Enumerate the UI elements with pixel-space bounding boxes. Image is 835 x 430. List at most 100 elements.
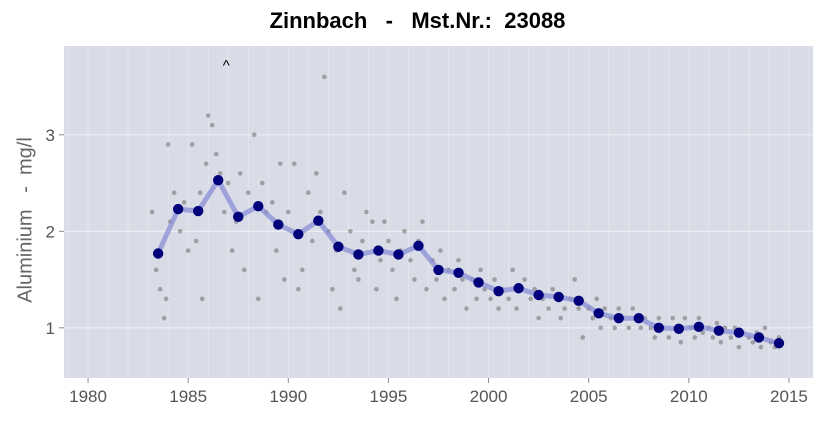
x-tick-label: 1985 — [169, 387, 207, 406]
mean-point — [253, 201, 264, 212]
sample-point — [572, 277, 577, 282]
sample-point — [217, 171, 223, 176]
y-tick-label: 2 — [46, 222, 55, 241]
sample-point — [370, 219, 375, 224]
mean-point — [373, 245, 384, 256]
sample-point — [378, 257, 383, 263]
mean-point — [473, 277, 484, 288]
sample-point — [630, 306, 636, 311]
mean-point — [433, 264, 444, 276]
sample-point — [356, 277, 361, 282]
mean-point — [313, 215, 324, 226]
sample-point — [456, 257, 461, 263]
sample-point — [718, 339, 724, 345]
x-tick-label: 1990 — [269, 387, 307, 406]
x-tick-label: 2005 — [570, 387, 608, 406]
sample-point — [296, 286, 301, 292]
sample-point — [488, 296, 493, 302]
x-tick-label: 1980 — [69, 387, 107, 406]
sample-point — [492, 277, 497, 282]
sample-point — [546, 306, 551, 311]
sample-point — [338, 306, 343, 311]
sample-point — [352, 267, 357, 273]
mean-point — [333, 241, 344, 252]
sample-point — [464, 306, 469, 311]
mean-point — [533, 289, 544, 301]
mean-point — [233, 211, 244, 223]
sample-point — [736, 344, 742, 350]
sample-point — [590, 315, 596, 321]
sample-point — [213, 151, 219, 157]
sample-point — [728, 335, 734, 340]
sample-point — [205, 113, 211, 118]
sample-point — [322, 74, 327, 80]
sample-point — [506, 296, 511, 302]
sample-point — [300, 267, 305, 273]
mean-point — [213, 174, 224, 186]
mean-point — [393, 249, 404, 260]
sample-point — [420, 219, 425, 224]
sample-point — [696, 315, 702, 321]
y-tick-label: 1 — [46, 319, 55, 338]
mean-point — [713, 325, 725, 336]
sample-point — [251, 132, 257, 138]
sample-point — [181, 200, 187, 205]
sample-point — [408, 257, 413, 263]
sample-point — [758, 344, 764, 350]
sample-point — [710, 335, 716, 340]
sample-point — [762, 325, 768, 331]
sample-point — [626, 325, 632, 331]
sample-point — [310, 238, 315, 244]
sample-point — [390, 267, 395, 273]
mean-point — [152, 248, 164, 259]
sample-point — [550, 286, 555, 292]
mean-point — [773, 338, 785, 349]
mean-point — [172, 203, 184, 215]
sample-point — [330, 286, 335, 292]
x-tick-label: 2010 — [670, 387, 708, 406]
sample-point — [229, 248, 235, 253]
sample-point — [452, 286, 457, 292]
sample-point — [562, 306, 567, 311]
sample-point — [177, 229, 183, 234]
x-tick-label: 2000 — [470, 387, 508, 406]
mean-point — [693, 321, 705, 333]
sample-point — [149, 209, 155, 215]
sample-point — [314, 171, 319, 176]
sample-point — [656, 315, 662, 321]
sample-point — [402, 229, 407, 234]
sample-point — [602, 306, 608, 311]
sample-point — [700, 330, 706, 335]
x-tick-label: 1995 — [370, 387, 408, 406]
mean-point — [733, 327, 745, 338]
sample-point — [442, 296, 447, 302]
sample-point — [193, 238, 199, 244]
mean-point — [633, 312, 644, 324]
x-tick-label: 2015 — [770, 387, 808, 406]
sample-point — [199, 296, 205, 302]
sample-point — [203, 161, 209, 167]
sample-point — [364, 209, 369, 215]
mean-point — [753, 332, 765, 343]
sample-point — [237, 171, 243, 176]
sample-point — [580, 335, 585, 340]
sample-point — [209, 122, 215, 128]
sample-point — [189, 142, 195, 147]
mean-point — [573, 295, 584, 306]
sample-point — [221, 209, 227, 215]
sample-point — [163, 296, 169, 302]
sample-point — [171, 190, 177, 195]
sample-point — [478, 267, 483, 273]
mean-point — [553, 291, 564, 303]
sample-point — [292, 161, 297, 167]
sample-point — [306, 190, 311, 195]
sample-point — [510, 267, 515, 273]
sample-point — [342, 190, 347, 195]
sample-point — [318, 209, 323, 215]
sample-point — [424, 286, 429, 292]
sample-point — [616, 306, 622, 311]
sample-point — [514, 306, 519, 311]
sample-point — [594, 296, 600, 302]
sample-point — [161, 315, 167, 321]
